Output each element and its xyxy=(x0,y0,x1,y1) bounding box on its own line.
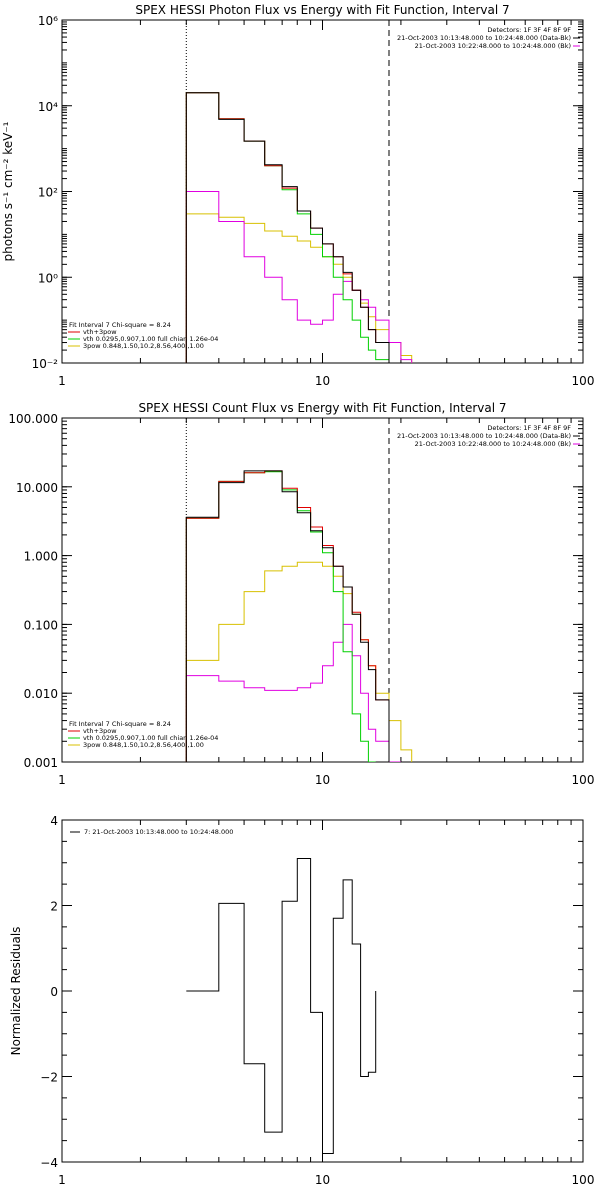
panel-photon: SPEX HESSI Photon Flux vs Energy with Fi… xyxy=(1,3,594,388)
series-group xyxy=(185,470,413,762)
plot-frame xyxy=(61,19,584,364)
x-tick-label: 1 xyxy=(58,773,66,787)
y-tick-label: 0.001 xyxy=(24,756,58,770)
y-tick-label: 10⁶ xyxy=(38,14,58,28)
x-axis: 1 10 100 xyxy=(58,418,594,787)
y-axis: 10⁻² 10⁰ 10² 10⁴ 10⁶ xyxy=(32,14,583,371)
legend-entry: 7: 21-Oct-2003 10:13:48.000 to 10:24:48.… xyxy=(84,828,233,836)
series-group xyxy=(185,92,413,363)
panel-residuals: 1 10 100 −4 −2 0 2 4 Normalized Residuals 7: 21-O… xyxy=(9,814,594,1187)
x-tick-label: 100 xyxy=(572,374,595,388)
legend-entry: vth 0.0295,0.907,1.00 full chian 1.26e-0… xyxy=(83,335,218,343)
y-tick-label: 0 xyxy=(50,985,58,999)
y-tick-label: −4 xyxy=(40,1156,58,1170)
y-axis: −4 −2 0 2 4 xyxy=(40,814,583,1170)
y-tick-label: 1.000 xyxy=(24,550,58,564)
header-line: Detectors: 1F 3F 4F 8F 9F xyxy=(487,424,571,432)
header-line: 21-Oct-2003 10:13:48.000 to 10:24:48.000… xyxy=(397,432,571,440)
y-tick-label: 10⁰ xyxy=(38,271,58,285)
legend: 7: 21-Oct-2003 10:13:48.000 to 10:24:48.… xyxy=(70,828,233,836)
y-axis-label: photons s⁻¹ cm⁻² keV⁻¹ xyxy=(1,121,15,261)
series-thermal xyxy=(185,92,390,363)
legend-entry: vth+3pow xyxy=(83,727,117,735)
x-axis: 1 10 100 xyxy=(58,820,594,1187)
series-powerlaw xyxy=(185,213,413,363)
y-tick-label: 4 xyxy=(50,814,58,828)
y-tick-label: 10.000 xyxy=(16,481,58,495)
header-line: 21-Oct-2003 10:22:48.000 to 10:24:48.000… xyxy=(415,440,571,448)
legend-entry: vth+3pow xyxy=(83,328,117,336)
header-line: Detectors: 1F 3F 4F 8F 9F xyxy=(487,26,571,34)
header-line: 21-Oct-2003 10:22:48.000 to 10:24:48.000… xyxy=(415,42,571,50)
series-thermal xyxy=(185,471,376,762)
x-tick-label: 10 xyxy=(315,1173,330,1187)
legend-title: Fit Interval 7 Chi-square = 8.24 xyxy=(69,720,171,728)
legend: Fit Interval 7 Chi-square = 8.24vth+3pow… xyxy=(68,720,218,749)
legend: Fit Interval 7 Chi-square = 8.24vth+3pow… xyxy=(68,321,218,350)
y-tick-label: 10⁴ xyxy=(38,100,58,114)
y-tick-label: 2 xyxy=(50,900,58,914)
series-fit xyxy=(185,470,390,762)
y-tick-label: −2 xyxy=(40,1071,58,1085)
series-total xyxy=(185,92,390,363)
y-tick-label: 10⁻² xyxy=(32,357,59,371)
legend-entry: 3pow 0.848,1.50,10.2,8.56,400.,1.00 xyxy=(83,741,204,749)
series-powerlaw xyxy=(185,561,413,762)
y-axis: 0.001 0.010 0.100 1.000 10.000 100.000 xyxy=(8,412,583,770)
chart-title: SPEX HESSI Count Flux vs Energy with Fit… xyxy=(138,401,506,415)
panel-count: SPEX HESSI Count Flux vs Energy with Fit… xyxy=(8,401,594,787)
legend-title: Fit Interval 7 Chi-square = 8.24 xyxy=(69,321,171,329)
y-tick-label: 100.000 xyxy=(8,412,58,426)
chart-title: SPEX HESSI Photon Flux vs Energy with Fi… xyxy=(135,3,509,17)
x-tick-label: 100 xyxy=(572,1173,595,1187)
header-line: 21-Oct-2003 10:13:48.000 to 10:24:48.000… xyxy=(397,34,571,42)
series-background xyxy=(185,191,413,363)
y-tick-label: 0.100 xyxy=(24,618,58,632)
plot-frame xyxy=(61,417,584,763)
legend-entry: vth 0.0295,0.907,1.00 full chian 1.26e-0… xyxy=(83,734,218,742)
x-tick-label: 1 xyxy=(58,1173,66,1187)
series-group xyxy=(186,858,377,1154)
legend-entry: 3pow 0.848,1.50,10.2,8.56,400.,1.00 xyxy=(83,342,204,350)
x-axis: 1 10 100 xyxy=(58,20,594,388)
series-total xyxy=(185,470,390,762)
series-fit xyxy=(185,92,390,363)
x-tick-label: 1 xyxy=(58,374,66,388)
x-tick-label: 100 xyxy=(572,773,595,787)
x-tick-label: 10 xyxy=(315,374,330,388)
y-axis-label: Normalized Residuals xyxy=(9,927,23,1056)
x-tick-label: 10 xyxy=(315,773,330,787)
y-tick-label: 10² xyxy=(38,186,58,200)
y-tick-label: 0.010 xyxy=(24,687,58,701)
series-background xyxy=(185,623,401,762)
series-total xyxy=(186,858,377,1154)
